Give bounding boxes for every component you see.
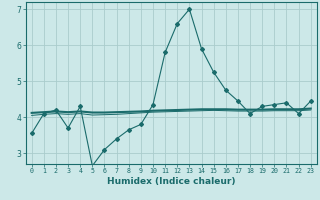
X-axis label: Humidex (Indice chaleur): Humidex (Indice chaleur)	[107, 177, 236, 186]
